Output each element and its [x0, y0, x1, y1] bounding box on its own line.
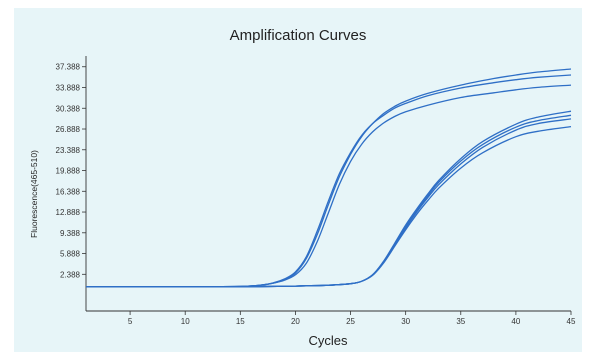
y-tick-label: 9.388 [60, 229, 81, 238]
y-ticks: 2.388 5.888 9.388 12.888 16.388 19.888 23.388 2… [56, 63, 86, 279]
y-tick-label: 33.888 [56, 84, 81, 93]
amplification-curve-3 [85, 74, 572, 288]
y-tick-label: 23.388 [56, 146, 81, 155]
x-tick-label: 40 [511, 317, 520, 326]
x-tick-label: 10 [181, 317, 190, 326]
y-tick-label: 26.888 [56, 125, 81, 134]
y-tick-label: 37.388 [56, 63, 81, 72]
y-axis-label: Fluorescence(465-510) [29, 150, 39, 238]
amplification-curve-2 [85, 84, 572, 288]
y-tick-label: 16.388 [56, 187, 81, 196]
y-tick-label: 30.388 [56, 104, 81, 113]
x-axis-label: Cycles [308, 333, 348, 348]
chart-card: Amplification Curves Fluorescence(465-51… [14, 8, 582, 352]
y-tick-label: 2.388 [60, 270, 81, 279]
x-tick-label: 30 [401, 317, 410, 326]
x-tick-label: 25 [346, 317, 355, 326]
x-tick-label: 15 [236, 317, 245, 326]
chart-title: Amplification Curves [230, 27, 367, 44]
x-tick-label: 20 [291, 317, 300, 326]
x-ticks: 5 10 15 20 25 30 35 40 45 [128, 311, 576, 326]
curves [85, 68, 572, 288]
amplification-curve-1 [85, 68, 572, 288]
amplification-chart: Amplification Curves Fluorescence(465-51… [29, 27, 576, 348]
x-tick-label: 35 [456, 317, 465, 326]
x-tick-label: 45 [567, 317, 576, 326]
y-tick-label: 5.888 [60, 250, 81, 259]
amplification-curve-7 [85, 125, 572, 288]
y-tick-label: 19.888 [56, 167, 81, 176]
x-tick-label: 5 [128, 317, 133, 326]
y-tick-label: 12.888 [56, 208, 81, 217]
axes [85, 56, 571, 312]
